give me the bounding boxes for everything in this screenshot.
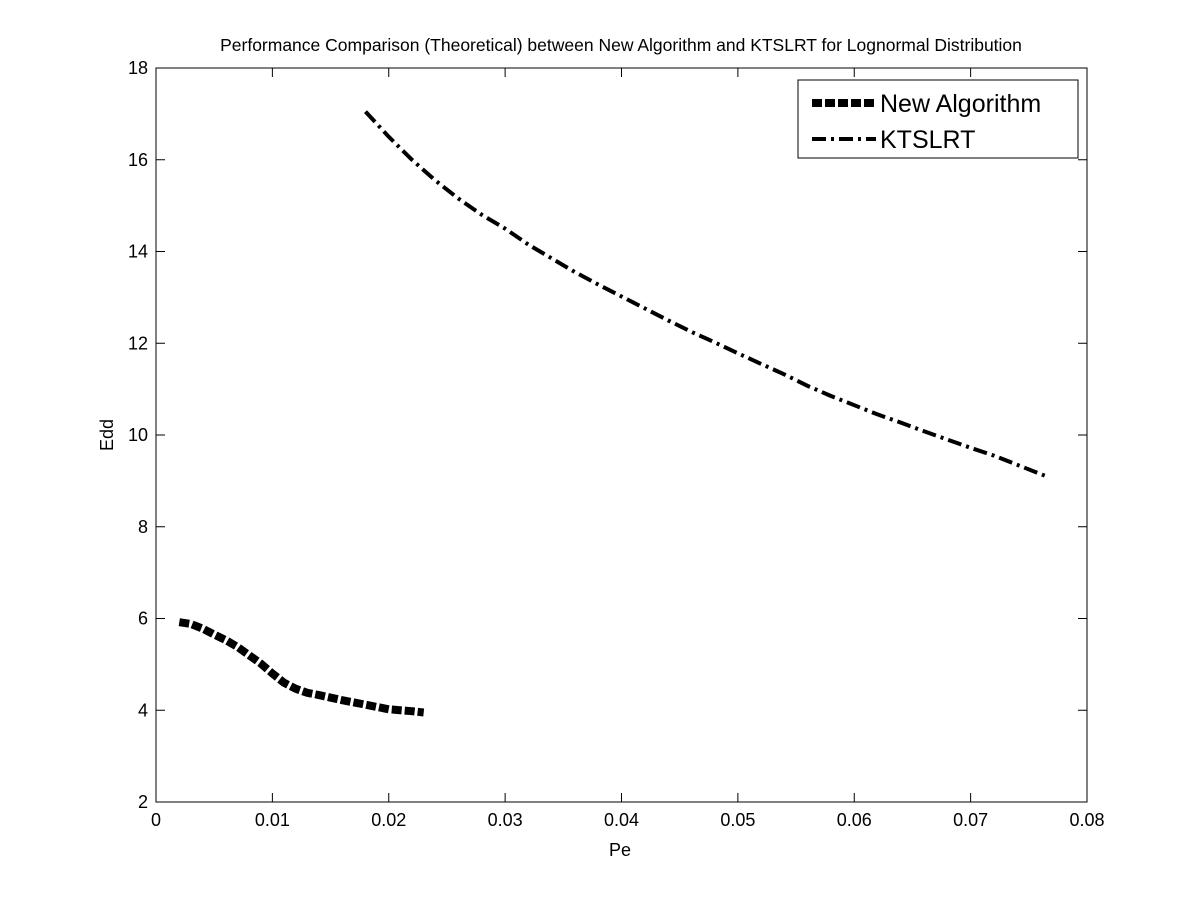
y-tick-label: 8 (138, 517, 148, 537)
legend-box (797, 79, 1079, 159)
x-axis-label: Pe (609, 840, 631, 860)
x-tick-label: 0.05 (720, 810, 755, 830)
y-tick-label: 10 (128, 425, 148, 445)
series-line-new-algorithm (178, 618, 425, 717)
y-tick-label: 6 (138, 609, 148, 629)
series-layer (178, 110, 1048, 717)
legend-label: New Algorithm (880, 90, 1041, 118)
chart-title: Performance Comparison (Theoretical) bet… (220, 35, 1022, 55)
x-tick-label: 0.06 (837, 810, 872, 830)
y-axis-label: Edd (97, 419, 117, 451)
legend: New Algorithm KTSLRT (797, 79, 1079, 159)
x-tick-label: 0.04 (604, 810, 639, 830)
x-tick-label: 0.08 (1069, 810, 1104, 830)
y-tick-label: 2 (138, 792, 148, 812)
x-tick-label: 0.01 (255, 810, 290, 830)
legend-label: KTSLRT (880, 126, 975, 154)
axis-ticks: 0 0.01 0.02 0.03 0.04 0.05 0.06 0.07 0.08 2 4 6 8 10 1… (128, 58, 1105, 830)
series-line-ktslrt (364, 110, 1048, 479)
y-tick-label: 16 (128, 150, 148, 170)
y-tick-label: 18 (128, 58, 148, 78)
y-tick-label: 4 (138, 700, 148, 720)
x-tick-label: 0.03 (488, 810, 523, 830)
x-tick-label: 0 (151, 810, 161, 830)
x-tick-label: 0.07 (953, 810, 988, 830)
x-tick-label: 0.02 (371, 810, 406, 830)
y-tick-label: 14 (128, 242, 148, 262)
y-tick-label: 12 (128, 333, 148, 353)
